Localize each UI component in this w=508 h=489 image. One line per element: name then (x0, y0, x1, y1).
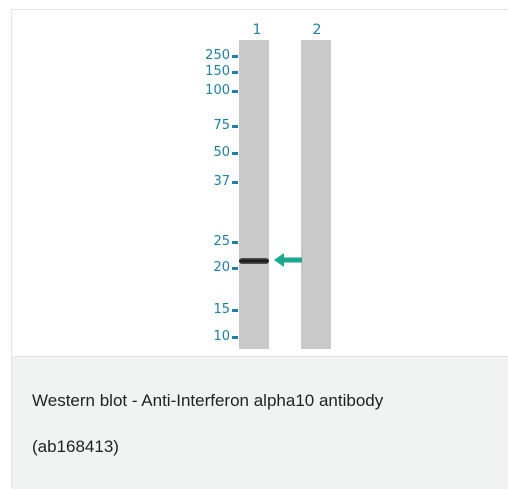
figure-caption: Western blot - Anti-Interferon alpha10 a… (12, 356, 508, 489)
marker-tick (232, 151, 238, 155)
marker-label: 250 (205, 48, 230, 63)
marker-100: 100 (182, 84, 238, 98)
marker-25: 25 (182, 235, 238, 249)
marker-label: 10 (213, 329, 230, 344)
lane-2 (301, 40, 331, 349)
marker-label: 100 (205, 83, 230, 98)
marker-label: 25 (213, 234, 230, 249)
western-blot-image: 1 2 250 150 100 75 50 37 25 (12, 10, 508, 356)
lane-number-1: 1 (252, 22, 262, 38)
lane-1 (239, 40, 269, 349)
marker-250: 250 (182, 49, 238, 63)
marker-75: 75 (182, 119, 238, 133)
marker-37: 37 (182, 175, 238, 189)
caption-line-2: (ab168413) (32, 437, 119, 456)
arrow-left-icon (274, 253, 302, 267)
marker-150: 150 (182, 65, 238, 79)
marker-10: 10 (182, 330, 238, 344)
marker-15: 15 (182, 303, 238, 317)
marker-label: 37 (213, 174, 230, 189)
marker-50: 50 (182, 146, 238, 160)
lane-number-2: 2 (312, 22, 322, 38)
marker-label: 15 (213, 302, 230, 317)
marker-label: 75 (213, 118, 230, 133)
marker-20: 20 (182, 261, 238, 275)
marker-label: 20 (213, 260, 230, 275)
marker-label: 150 (205, 64, 230, 79)
marker-tick (232, 308, 238, 312)
figure-card: 1 2 250 150 100 75 50 37 25 (11, 9, 508, 489)
marker-tick (232, 124, 238, 128)
marker-tick (232, 335, 238, 339)
marker-tick (232, 240, 238, 244)
caption-line-1: Western blot - Anti-Interferon alpha10 a… (32, 391, 384, 410)
marker-tick (232, 54, 238, 58)
marker-tick (232, 70, 238, 74)
marker-tick (232, 89, 238, 93)
marker-tick (232, 266, 238, 270)
marker-tick (232, 180, 238, 184)
protein-band (239, 258, 269, 264)
marker-label: 50 (213, 145, 230, 160)
